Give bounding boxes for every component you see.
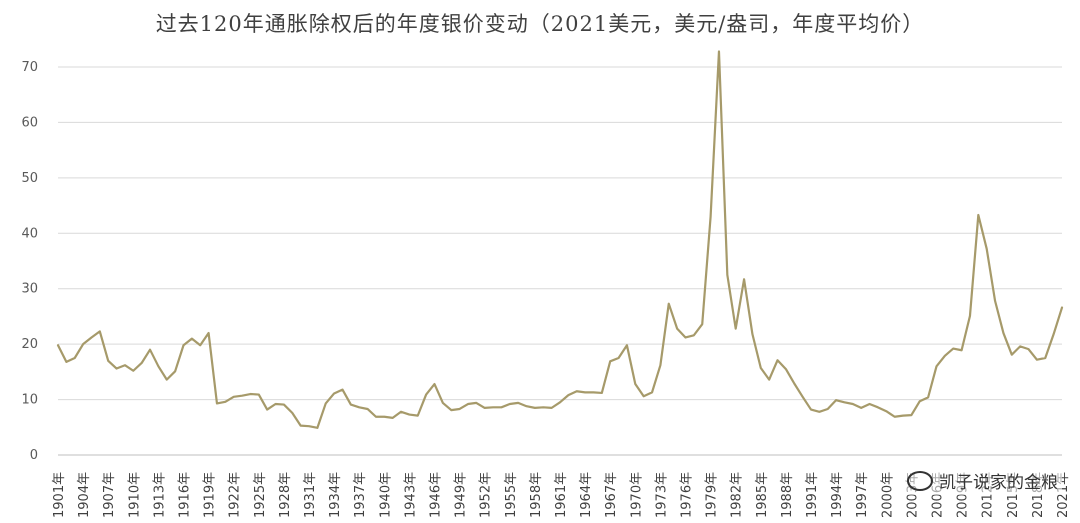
x-tick-label: 1940年 (378, 472, 393, 518)
x-tick-label: 1946年 (429, 472, 444, 518)
x-tick-label: 1904年 (77, 472, 92, 518)
x-tick-label: 1910年 (127, 472, 142, 518)
x-tick-label: 1961年 (554, 472, 569, 518)
x-tick-label: 1934年 (328, 472, 343, 518)
x-tick-label: 1970年 (629, 472, 644, 518)
x-tick-label: 1931年 (303, 472, 318, 518)
chart-title: 过去120年通胀除权后的年度银价变动（2021美元，美元/盎司，年度平均价） (155, 12, 925, 36)
x-tick-label: 1973年 (654, 472, 669, 518)
y-tick-label: 60 (21, 115, 38, 130)
x-tick-label: 1952年 (479, 472, 494, 518)
y-tick-label: 0 (30, 448, 38, 463)
x-tick-label: 1907年 (102, 472, 117, 518)
watermark-text: 凯子说家的金粮 (939, 473, 1058, 493)
gridlines (58, 66, 1062, 401)
y-tick-label: 70 (21, 60, 38, 75)
x-tick-label: 1928年 (278, 472, 293, 518)
series-layer (56, 50, 1064, 429)
x-tick-label: 1925年 (253, 472, 268, 518)
x-tick-label: 2000年 (880, 472, 895, 518)
x-tick-label: 1964年 (579, 472, 594, 518)
x-tick-label: 1958年 (529, 472, 544, 518)
x-tick-label: 1943年 (403, 472, 418, 518)
wechat-icon (907, 471, 933, 491)
x-tick-label: 1991年 (805, 472, 820, 518)
y-tick-label: 40 (21, 226, 38, 241)
x-tick-label: 1988年 (780, 472, 795, 518)
x-tick-label: 1976年 (680, 472, 695, 518)
watermark: 凯子说家的金粮 (903, 466, 1062, 495)
x-tick-label: 1955年 (504, 472, 519, 518)
x-tick-label: 1982年 (730, 472, 745, 518)
x-tick-label: 1916年 (178, 472, 193, 518)
x-tick-label: 1979年 (705, 472, 720, 518)
y-tick-label: 30 (21, 282, 38, 297)
x-tick-label: 1949年 (454, 472, 469, 518)
x-tick-label: 1919年 (203, 472, 218, 518)
y-tick-label: 10 (21, 393, 38, 408)
y-tick-label: 50 (21, 171, 38, 186)
y-axis-ticks: 0 10 20 30 40 50 60 70 (21, 60, 38, 463)
series-line (56, 50, 1064, 429)
x-tick-label: 1994年 (830, 472, 845, 518)
x-tick-label: 1997年 (855, 472, 870, 518)
x-tick-label: 1922年 (228, 472, 243, 518)
x-tick-label: 1967年 (604, 472, 619, 518)
x-tick-label: 1937年 (353, 472, 368, 518)
x-tick-label: 1901年 (52, 472, 67, 518)
x-tick-label: 1985年 (755, 472, 770, 518)
y-tick-label: 20 (21, 337, 38, 352)
x-tick-label: 1913年 (152, 472, 167, 518)
